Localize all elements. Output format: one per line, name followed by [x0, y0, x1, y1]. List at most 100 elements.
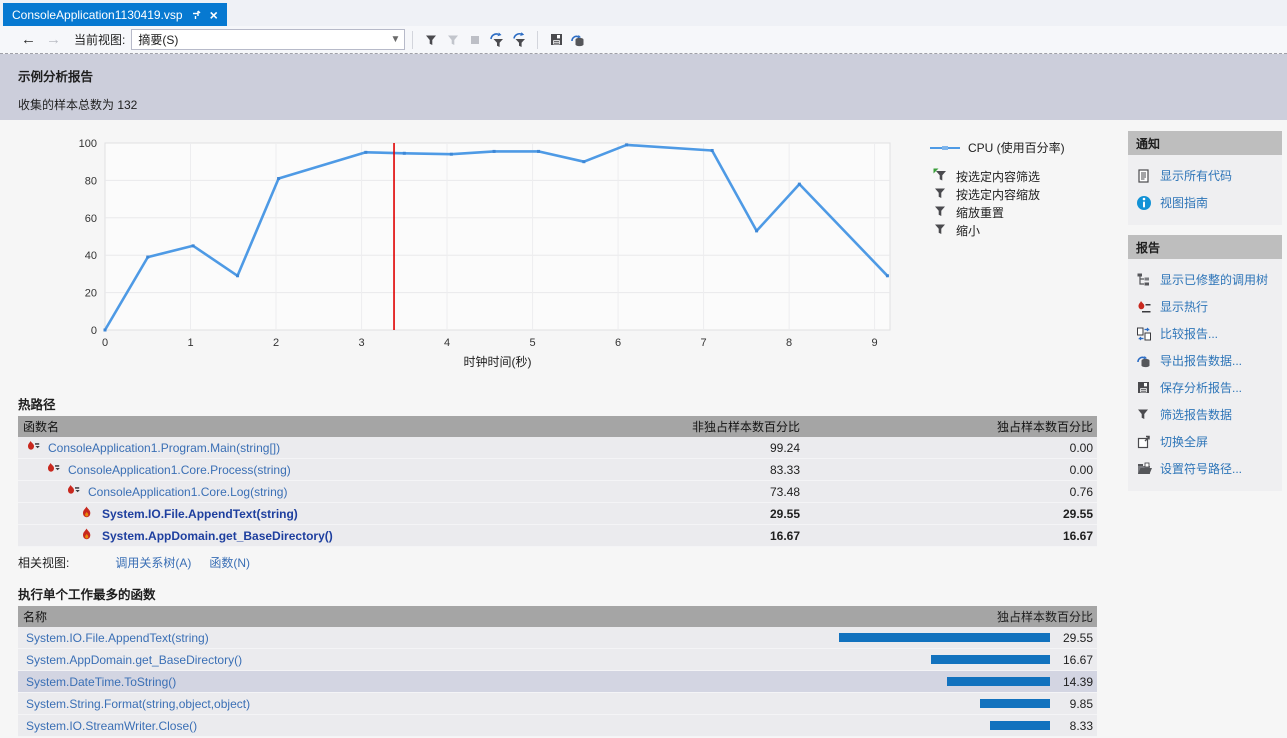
report-section: 报告 显示已修整的调用树 显示热行: [1128, 235, 1282, 491]
zoom-out-icon: [933, 222, 949, 238]
chart-action-label: 按选定内容缩放: [956, 187, 1041, 202]
table-row[interactable]: System.IO.StreamWriter.Close() 8.33: [18, 715, 1097, 737]
bar-cell: [828, 699, 1050, 708]
function-link[interactable]: System.DateTime.ToString(): [26, 674, 177, 689]
filter-zoom-out-icon[interactable]: [508, 29, 530, 51]
column-header-exclusive[interactable]: 独占样本数百分比: [996, 420, 1093, 434]
function-link[interactable]: System.IO.File.AppendText(string): [102, 506, 298, 521]
inclusive-percent: 29.55: [769, 506, 800, 521]
svg-text:60: 60: [85, 213, 97, 225]
table-row-selected[interactable]: System.DateTime.ToString() 14.39: [18, 671, 1097, 693]
exclusive-percent: 29.55: [1062, 630, 1093, 645]
function-link[interactable]: System.AppDomain.get_BaseDirectory(): [26, 652, 243, 667]
value-bar: [990, 721, 1050, 730]
bar-cell: [828, 655, 1050, 664]
zoom-out-button[interactable]: 缩小: [933, 221, 1040, 239]
function-link[interactable]: ConsoleApplication1.Program.Main(string[…: [48, 440, 281, 455]
hot-path-title: 热路径: [18, 398, 56, 412]
filter-zoom-in-icon[interactable]: [486, 29, 508, 51]
table-row[interactable]: ConsoleApplication1.Program.Main(string[…: [18, 437, 1097, 459]
most-work-table-header: 名称 独占样本数百分比: [18, 606, 1097, 627]
forward-button[interactable]: →: [41, 32, 66, 47]
chevron-down-icon: ▼: [390, 34, 401, 45]
stop-icon: [464, 29, 486, 51]
column-header-inclusive[interactable]: 非独占样本数百分比: [691, 420, 800, 434]
svg-text:100: 100: [79, 138, 97, 150]
table-row[interactable]: System.String.Format(string,object,objec…: [18, 693, 1097, 715]
related-view-call-tree-link[interactable]: 调用关系树(A): [115, 556, 192, 570]
save-icon[interactable]: [545, 29, 567, 51]
filter-icon[interactable]: [420, 29, 442, 51]
function-link[interactable]: System.AppDomain.get_BaseDirectory(): [102, 528, 333, 543]
cpu-usage-chart[interactable]: 0 20 40 60 80 100 0 1 2 3 4 5 6 7 8 9 时钟时间(秒): [25, 133, 925, 381]
related-views-label: 相关视图:: [18, 556, 70, 570]
toolbar: ← → 当前视图: 摘要(S) ▼: [0, 26, 1287, 53]
tab-bar: ConsoleApplication1130419.vsp ×: [0, 0, 1287, 26]
svg-text:0: 0: [91, 325, 97, 337]
current-view-combobox[interactable]: 摘要(S) ▼: [131, 29, 406, 50]
sidebar-item-save-analysis-report[interactable]: 保存分析报告...: [1128, 374, 1282, 401]
close-icon[interactable]: ×: [209, 6, 218, 23]
svg-text:80: 80: [85, 175, 97, 187]
report-document: 示例分析报告 收集的样本总数为 132 0 20 40 60 80 100 0 1 2 3 4 5 6 7…: [0, 53, 1287, 738]
sidebar-item-filter-report-data[interactable]: 筛选报告数据: [1128, 401, 1282, 428]
related-view-functions-link[interactable]: 函数(N): [209, 556, 251, 570]
table-row[interactable]: System.IO.File.AppendText(string) 29.55 …: [18, 503, 1097, 525]
filter-by-selection-button[interactable]: 按选定内容筛选: [933, 167, 1040, 185]
call-tree-icon: [1136, 272, 1152, 288]
sidebar-item-set-symbol-path[interactable]: 设置符号路径...: [1128, 455, 1282, 482]
table-row[interactable]: System.AppDomain.get_BaseDirectory() 16.…: [18, 649, 1097, 671]
table-row[interactable]: ConsoleApplication1.Core.Log(string) 73.…: [18, 481, 1097, 503]
info-icon: [1136, 195, 1152, 211]
exclusive-percent: 9.85: [1069, 696, 1093, 711]
chart-actions: 按选定内容筛选 按选定内容缩放 缩放重置: [933, 167, 1040, 239]
zoom-by-selection-button[interactable]: 按选定内容缩放: [933, 185, 1040, 203]
hot-lines-icon: [1136, 299, 1152, 315]
zoom-by-selection-icon: [933, 186, 949, 202]
column-header-function[interactable]: 函数名: [23, 420, 60, 434]
hot-path-icon: [26, 440, 42, 456]
sidebar-item-show-trimmed-call-tree[interactable]: 显示已修整的调用树: [1128, 266, 1282, 293]
sidebar: 通知 显示所有代码 视图指南: [1128, 131, 1282, 501]
export-data-icon[interactable]: [567, 29, 589, 51]
sidebar-item-show-hot-lines[interactable]: 显示热行: [1128, 293, 1282, 320]
sidebar-item-export-report-data[interactable]: 导出报告数据...: [1128, 347, 1282, 374]
exclusive-percent: 8.33: [1069, 718, 1093, 733]
sidebar-item-compare-reports[interactable]: 比较报告...: [1128, 320, 1282, 347]
svg-text:20: 20: [85, 288, 97, 300]
back-button[interactable]: ←: [16, 32, 41, 47]
function-link[interactable]: System.String.Format(string,object,objec…: [26, 696, 251, 711]
svg-text:40: 40: [85, 250, 97, 262]
column-header-name[interactable]: 名称: [23, 610, 48, 624]
report-header: 示例分析报告 收集的样本总数为 132: [0, 54, 1287, 120]
table-row[interactable]: ConsoleApplication1.Core.Process(string)…: [18, 459, 1097, 481]
show-all-code-icon: [1136, 168, 1152, 184]
svg-text:9: 9: [872, 337, 878, 349]
report-content: 0 20 40 60 80 100 0 1 2 3 4 5 6 7 8 9 时钟时间(秒) CPU (使用百分率…: [0, 120, 1287, 738]
most-work-table: 名称 独占样本数百分比 System.IO.File.AppendText(st…: [18, 606, 1097, 737]
sidebar-item-label: 显示已修整的调用树: [1160, 273, 1269, 287]
sidebar-item-label: 筛选报告数据: [1160, 408, 1233, 422]
table-row[interactable]: System.AppDomain.get_BaseDirectory() 16.…: [18, 525, 1097, 547]
hot-path-icon: [46, 462, 62, 478]
svg-text:3: 3: [358, 337, 364, 349]
current-view-value: 摘要(S): [138, 33, 179, 47]
document-tab[interactable]: ConsoleApplication1130419.vsp ×: [3, 3, 227, 26]
zoom-reset-button[interactable]: 缩放重置: [933, 203, 1040, 221]
svg-text:时钟时间(秒): 时钟时间(秒): [464, 354, 532, 369]
function-link[interactable]: ConsoleApplication1.Core.Process(string): [68, 462, 291, 477]
sidebar-item-view-guide[interactable]: 视图指南: [1128, 189, 1282, 216]
related-views: 相关视图: 调用关系树(A) 函数(N): [18, 554, 1097, 571]
sidebar-item-label: 切换全屏: [1160, 435, 1209, 449]
pin-icon[interactable]: [191, 9, 202, 20]
export-data-icon: [1136, 353, 1152, 369]
sidebar-item-show-all-code[interactable]: 显示所有代码: [1128, 162, 1282, 189]
column-header-exclusive[interactable]: 独占样本数百分比: [996, 610, 1093, 624]
function-link[interactable]: ConsoleApplication1.Core.Log(string): [88, 484, 288, 499]
table-row[interactable]: System.IO.File.AppendText(string) 29.55: [18, 627, 1097, 649]
function-link[interactable]: System.IO.File.AppendText(string): [26, 630, 209, 645]
sidebar-item-toggle-fullscreen[interactable]: 切换全屏: [1128, 428, 1282, 455]
function-link[interactable]: System.IO.StreamWriter.Close(): [26, 718, 198, 733]
exclusive-percent: 16.67: [1062, 652, 1093, 667]
